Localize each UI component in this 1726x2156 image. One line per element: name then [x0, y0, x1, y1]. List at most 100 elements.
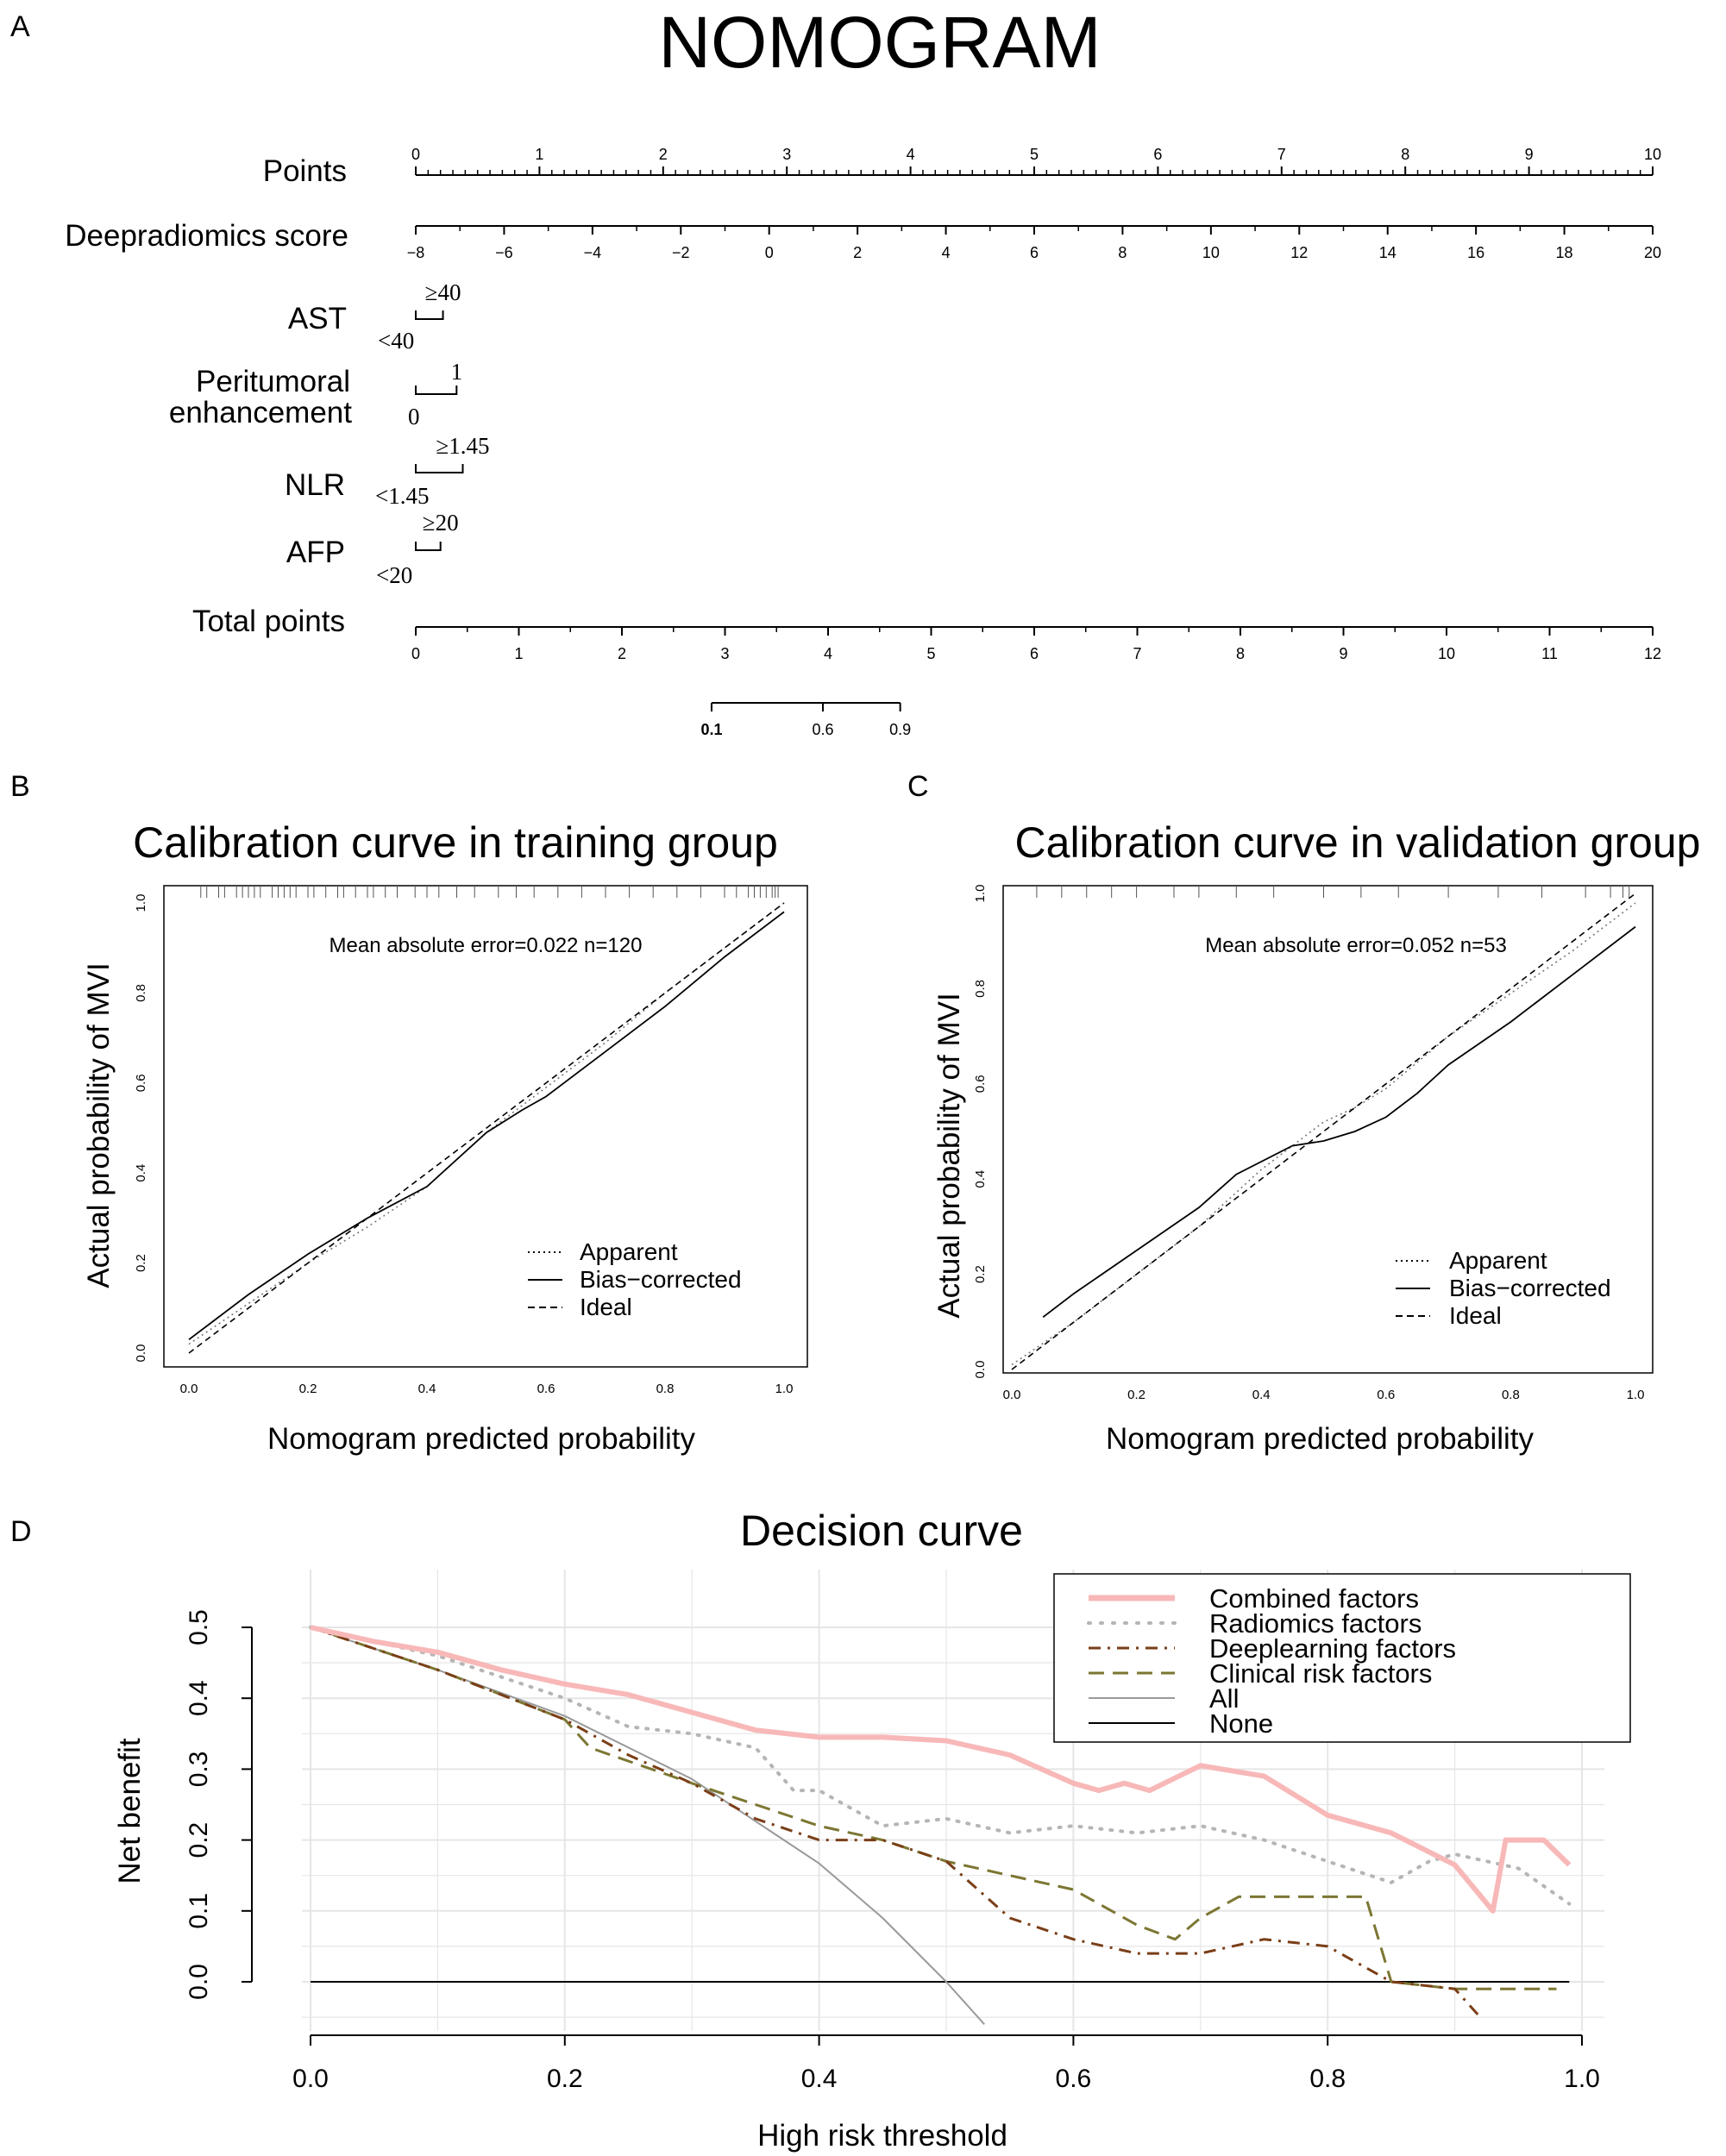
total-points-axis: 0 1 2 3 4 5 6 7 8 9 10 11 12 [411, 626, 1661, 662]
legend-radiomics: Radiomics factors [1209, 1608, 1422, 1639]
chart-c-plot: 0.0 0.0 0.2 0.2 0.4 0.4 0.6 0.6 0.8 0.8 1.0 1.0 [973, 885, 1644, 1402]
x-tick-label: 1.0 [1564, 2065, 1600, 2093]
chart-c-xlabel: Nomogram predicted probability [1106, 1422, 1535, 1456]
x-tick-label: 0.6 [1377, 1388, 1395, 1402]
series-combined-factors [310, 1625, 1572, 1914]
points-axis-tick-label: 0 [411, 146, 420, 163]
nlr-low-label: <1.45 [375, 483, 429, 509]
score-axis-tick-label: 18 [1556, 244, 1573, 261]
points-axis: 0 1 2 3 4 5 6 7 8 9 10 [411, 146, 1661, 176]
y-tick-label: 0.6 [134, 1074, 148, 1092]
score-axis-tick-label: 0 [765, 244, 774, 261]
y-tick-label: 1.0 [134, 894, 148, 912]
chart-d-legend: Combined factors Radiomics factors Deepl… [1053, 1573, 1631, 1743]
total-axis-tick-label: 7 [1133, 645, 1141, 662]
chart-c-frame [1002, 885, 1654, 1374]
deepradiomics-score-axis: −8 −6 −4 −2 0 2 4 6 8 10 12 14 16 18 20 [407, 225, 1661, 261]
x-tick-label: 0.6 [537, 1382, 555, 1396]
chart-b-plot: 0.0 0.0 0.2 0.2 0.4 0.4 0.6 0.6 0.8 0.8 1.0 1.0 [134, 886, 793, 1396]
y-tick-label: 0.0 [973, 1361, 988, 1379]
prob-axis-tick-label: 0.6 [813, 721, 834, 738]
ast-scale: <40 ≥40 [378, 279, 461, 354]
total-axis-tick-label: 0 [411, 645, 420, 662]
prob-axis-tick-label: 0.9 [889, 721, 911, 738]
score-axis-tick-label: 2 [853, 244, 862, 261]
panel-label-c: C [907, 770, 929, 803]
chart-c-ylabel: Actual probability of MVI [932, 993, 966, 1318]
legend-combined: Combined factors [1209, 1583, 1419, 1614]
y-tick-label: 0.8 [973, 980, 988, 998]
y-tick-label: 0.1 [185, 1893, 213, 1929]
score-axis-tick-label: 8 [1118, 244, 1127, 261]
total-axis-tick-label: 6 [1030, 645, 1039, 662]
score-axis-tick-label: 14 [1379, 244, 1396, 261]
total-points-label: Total points [192, 605, 345, 638]
panel-label-b: B [10, 770, 30, 803]
points-axis-tick-label: 10 [1644, 146, 1661, 163]
chart-b-annotation: Mean absolute error=0.022 n=120 [330, 934, 643, 957]
score-axis-tick-label: 20 [1644, 244, 1661, 261]
series-bias-corrected [188, 911, 785, 1341]
score-axis-tick-label: 6 [1030, 244, 1039, 261]
total-axis-tick-label: 2 [618, 645, 626, 662]
series-all [310, 1626, 985, 2025]
points-label: Points [263, 154, 347, 188]
chart-c-annotation: Mean absolute error=0.052 n=53 [1205, 934, 1507, 957]
chart-d-series [309, 1625, 1572, 2025]
afp-scale: <20 ≥20 [376, 510, 459, 588]
x-tick-label: 1.0 [1627, 1388, 1645, 1402]
total-axis-tick-label: 12 [1644, 645, 1661, 662]
series-ideal [1011, 893, 1636, 1370]
points-axis-tick-label: 4 [907, 146, 915, 163]
y-tick-label: 0.5 [185, 1609, 213, 1645]
x-tick-label: 0.4 [1252, 1388, 1271, 1402]
chart-d-legend-box [1053, 1573, 1631, 1743]
probability-axis: 0.1 0.6 0.9 [700, 702, 911, 738]
y-tick-label: 0.8 [134, 984, 148, 1002]
peri-low-label: 0 [408, 404, 420, 429]
y-tick-label: 0.3 [185, 1752, 213, 1788]
x-tick-label: 0.8 [656, 1382, 675, 1396]
chart-d-title: Decision curve [740, 1507, 1023, 1555]
points-axis-tick-label: 2 [659, 146, 668, 163]
y-tick-label: 0.6 [973, 1075, 988, 1093]
points-axis-tick-label: 8 [1401, 146, 1409, 163]
afp-low-label: <20 [376, 562, 412, 588]
total-axis-tick-label: 11 [1541, 645, 1558, 662]
series-bias-corrected [1042, 925, 1636, 1319]
chart-c-legend-bias: Bias−corrected [1449, 1275, 1611, 1301]
x-tick-label: 0.8 [1309, 2065, 1346, 2093]
series-radiomics-factors [309, 1626, 1572, 1906]
chart-b-legend-ideal: Ideal [580, 1294, 632, 1320]
afp-high-label: ≥20 [423, 510, 459, 536]
chart-b-xlabel: Nomogram predicted probability [267, 1422, 696, 1456]
nlr-high-label: ≥1.45 [436, 433, 489, 459]
prob-axis-tick-label: 0.1 [700, 721, 722, 738]
score-label: Deepradiomics score [65, 219, 348, 253]
y-tick-label: 0.0 [185, 1964, 213, 2000]
ast-low-label: <40 [378, 328, 414, 354]
points-axis-tick-label: 3 [782, 146, 791, 163]
calibration-training-panel: B Calibration curve in training group 0.… [10, 770, 808, 1456]
points-axis-tick-label: 7 [1277, 146, 1286, 163]
y-tick-label: 0.2 [973, 1265, 988, 1283]
x-tick-label: 1.0 [775, 1382, 794, 1396]
x-tick-label: 0.0 [292, 2065, 329, 2093]
y-tick-label: 0.4 [973, 1170, 988, 1188]
series-ideal [188, 902, 785, 1354]
chart-b-legend: Apparent Bias−corrected Ideal [528, 1238, 742, 1320]
afp-label: AFP [286, 536, 345, 569]
total-axis-tick-label: 8 [1236, 645, 1245, 662]
total-axis-tick-label: 5 [926, 645, 935, 662]
nomogram-panel: A NOMOGRAM Points 0 1 2 3 4 5 6 7 8 9 10 Deepradio… [10, 2, 1661, 738]
x-tick-label: 0.6 [1056, 2065, 1092, 2093]
y-tick-label: 0.2 [134, 1254, 148, 1272]
x-tick-label: 0.4 [418, 1382, 436, 1396]
chart-b-title: Calibration curve in training group [133, 818, 778, 867]
chart-c-legend-ideal: Ideal [1449, 1302, 1502, 1329]
ast-bracket [415, 310, 444, 320]
legend-clinical: Clinical risk factors [1209, 1658, 1432, 1689]
peri-label-line2: enhancement [169, 396, 352, 429]
score-axis-tick-label: 12 [1290, 244, 1308, 261]
